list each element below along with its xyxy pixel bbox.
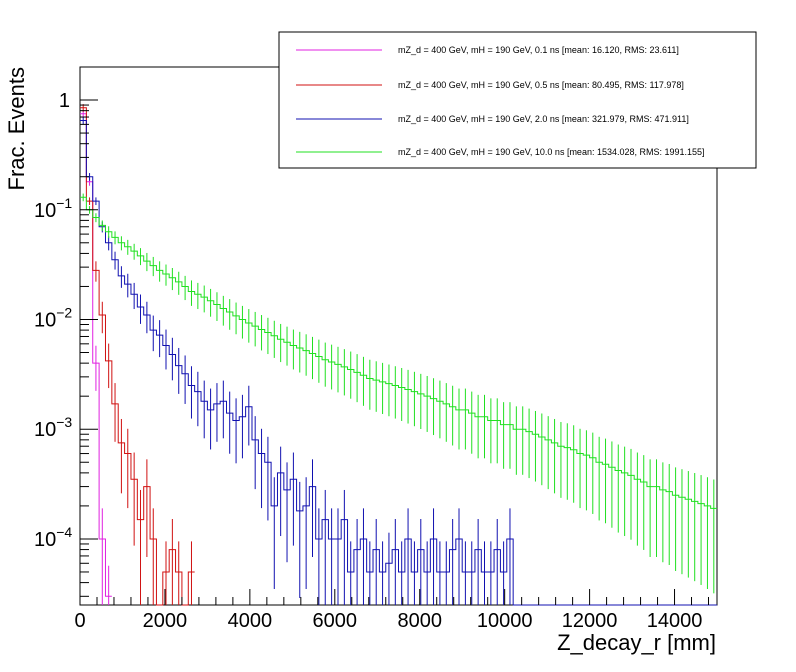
x-tick-label: 8000 [397, 610, 442, 632]
series-1-line [80, 107, 195, 606]
x-tick-label: 6000 [313, 610, 358, 632]
legend-box [278, 31, 757, 169]
y-tick-label: 10−2 [34, 304, 72, 331]
x-tick-label: 0 [74, 610, 85, 632]
legend-entry: mZ_d = 400 GeV, mH = 190 GeV, 0.5 ns [me… [398, 80, 684, 90]
series-3-line [80, 196, 717, 509]
legend-entry: mZ_d = 400 GeV, mH = 190 GeV, 10.0 ns [m… [398, 147, 705, 157]
legend-entry: mZ_d = 400 GeV, mH = 190 GeV, 2.0 ns [me… [398, 114, 689, 124]
ticks-layer: 0 2000 4000 6000 8000 10000 12000 14000 1 10−1 10−… [34, 66, 710, 632]
x-tick-label: 10000 [477, 610, 533, 632]
series-2-line [80, 120, 717, 606]
y-tick-label: 10−4 [34, 524, 72, 551]
series-layer [80, 104, 717, 606]
legend: mZ_d = 400 GeV, mH = 190 GeV, 0.1 ns [me… [278, 31, 757, 169]
x-tick-label: 12000 [562, 610, 618, 632]
x-axis-title: Z_decay_r [mm] [557, 630, 716, 655]
y-tick-label: 10−1 [34, 195, 72, 222]
y-axis-title: Frac. Events [4, 67, 29, 190]
x-tick-label: 4000 [228, 610, 273, 632]
y-tick-label: 10−3 [34, 414, 72, 441]
y-tick-label: 1 [59, 90, 70, 112]
legend-entry: mZ_d = 400 GeV, mH = 190 GeV, 0.1 ns [me… [398, 45, 679, 55]
x-tick-label: 14000 [647, 610, 703, 632]
x-tick-label: 2000 [143, 610, 188, 632]
